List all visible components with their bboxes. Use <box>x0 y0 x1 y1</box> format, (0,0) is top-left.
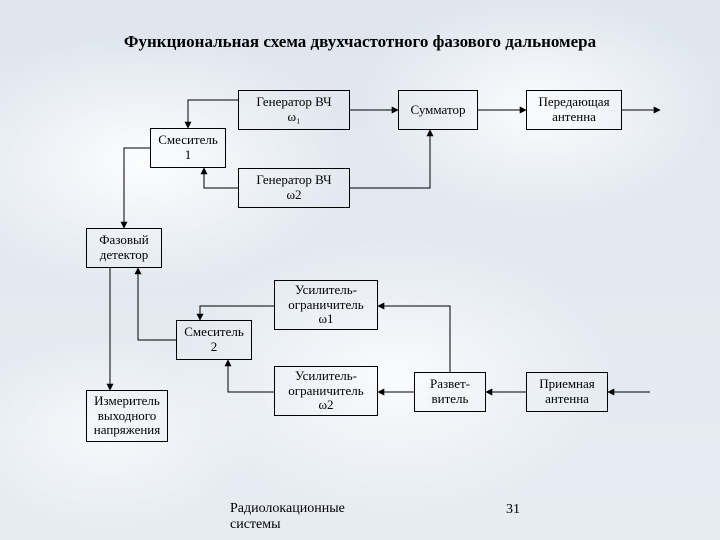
page-number: 31 <box>506 502 520 518</box>
node-gen1: Генератор ВЧω₁ <box>238 90 350 130</box>
node-meter: Измерительвыходногонапряжения <box>86 390 168 442</box>
footer-label: Радиолокационные системы <box>230 501 390 532</box>
node-gen2: Генератор ВЧω2 <box>238 168 350 208</box>
node-sum: Сумматор <box>398 90 478 130</box>
node-phdet: Фазовыйдетектор <box>86 228 162 268</box>
edges-layer <box>0 0 720 540</box>
node-mix2: Смеситель2 <box>176 320 252 360</box>
node-split: Развет-витель <box>414 372 486 412</box>
node-amp2: Усилитель-ограничительω2 <box>274 366 378 416</box>
node-rxant: Приемнаяантенна <box>526 372 608 412</box>
node-mix1: Смеситель1 <box>150 128 226 168</box>
node-amp1: Усилитель-ограничительω1 <box>274 280 378 330</box>
node-txant: Передающаяантенна <box>526 90 622 130</box>
page-title: Функциональная схема двухчастотного фазо… <box>0 32 720 52</box>
